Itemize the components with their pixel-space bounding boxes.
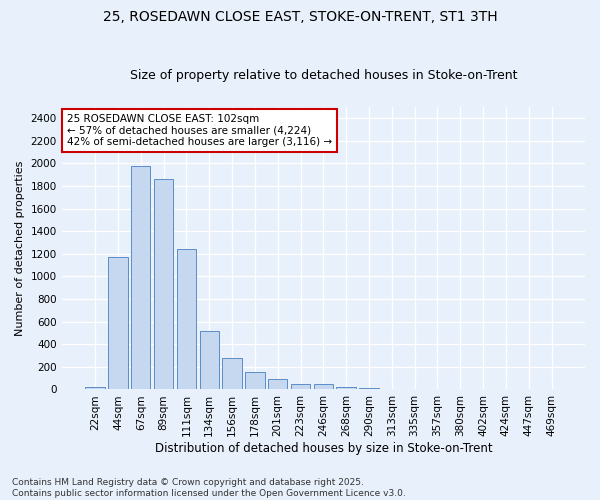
Text: Contains HM Land Registry data © Crown copyright and database right 2025.
Contai: Contains HM Land Registry data © Crown c…: [12, 478, 406, 498]
Bar: [223, 358, 242, 390]
Bar: [382, 389, 401, 390]
Text: 25 ROSEDAWN CLOSE EAST: 102sqm
← 57% of detached houses are smaller (4,224)
42% : 25 ROSEDAWN CLOSE EAST: 102sqm ← 57% of …: [67, 114, 332, 147]
Bar: [314, 384, 333, 390]
Bar: [359, 388, 379, 390]
Text: 25, ROSEDAWN CLOSE EAST, STOKE-ON-TRENT, ST1 3TH: 25, ROSEDAWN CLOSE EAST, STOKE-ON-TRENT,…: [103, 10, 497, 24]
Bar: [268, 380, 287, 390]
Bar: [542, 389, 561, 390]
Bar: [154, 179, 173, 390]
Bar: [177, 249, 196, 390]
Bar: [245, 372, 265, 390]
X-axis label: Distribution of detached houses by size in Stoke-on-Trent: Distribution of detached houses by size …: [155, 442, 492, 455]
Bar: [200, 330, 219, 390]
Bar: [85, 386, 105, 390]
Y-axis label: Number of detached properties: Number of detached properties: [15, 160, 25, 336]
Bar: [291, 384, 310, 390]
Bar: [131, 166, 151, 390]
Bar: [337, 387, 356, 390]
Bar: [108, 257, 128, 390]
Title: Size of property relative to detached houses in Stoke-on-Trent: Size of property relative to detached ho…: [130, 69, 517, 82]
